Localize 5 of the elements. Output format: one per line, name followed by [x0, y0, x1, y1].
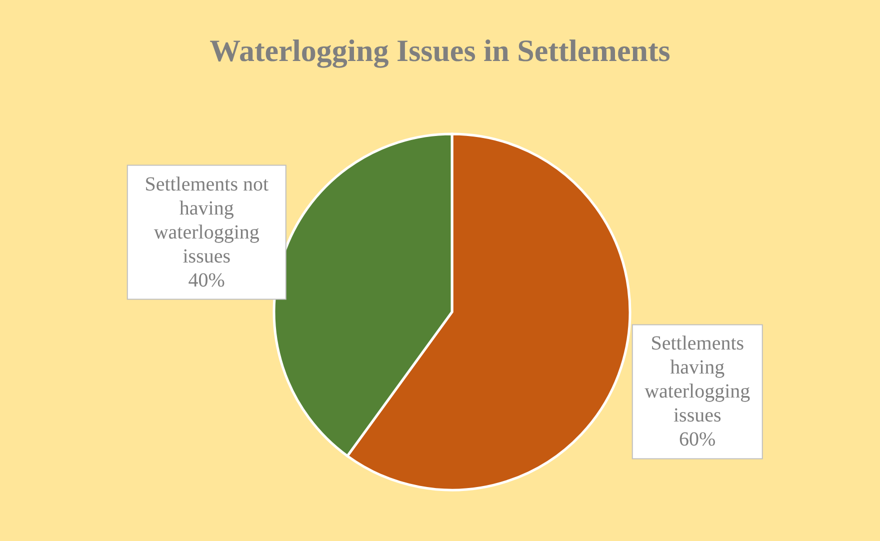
slice-label: Settlements having waterlogging issues	[644, 332, 750, 427]
data-label: 60%	[679, 428, 716, 451]
data-label: 40%	[188, 269, 225, 292]
slice-label: Settlements not having waterlogging issues	[144, 173, 269, 268]
chart-title: Waterlogging Issues in Settlements	[210, 33, 670, 68]
